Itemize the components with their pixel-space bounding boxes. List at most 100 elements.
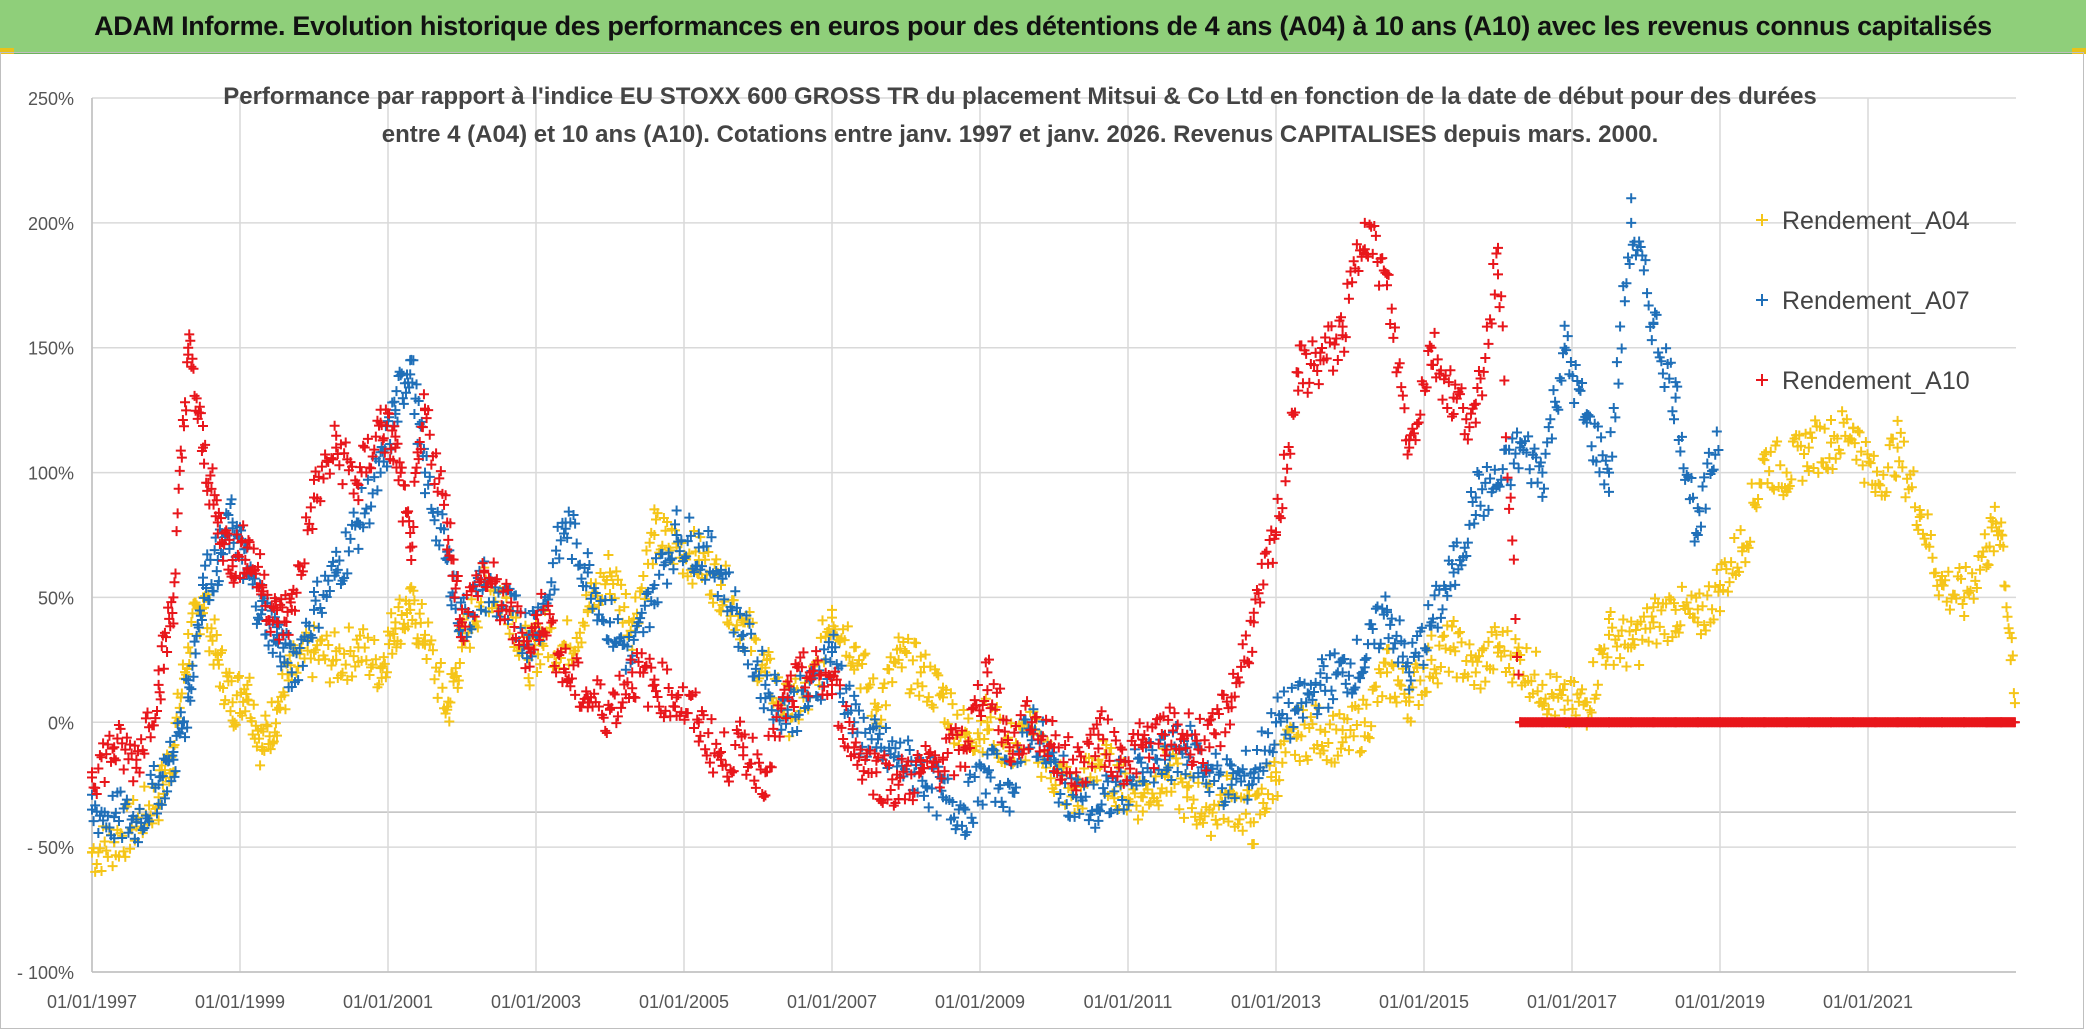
data-point — [1745, 536, 1756, 547]
data-point — [674, 546, 685, 557]
data-point — [1359, 244, 1370, 255]
data-point — [1473, 651, 1484, 662]
data-point — [630, 592, 641, 603]
data-point — [638, 667, 649, 678]
data-point — [307, 523, 318, 534]
data-point — [109, 812, 120, 823]
data-point — [367, 451, 378, 462]
data-point — [187, 660, 198, 671]
data-point — [180, 397, 191, 408]
data-point — [1201, 765, 1212, 776]
data-point — [1604, 467, 1614, 478]
data-point — [1715, 717, 1725, 728]
data-point — [1426, 654, 1437, 665]
data-point — [1975, 564, 1986, 575]
data-point — [860, 648, 871, 659]
data-point — [795, 652, 806, 663]
data-point — [1531, 452, 1542, 463]
data-point — [144, 816, 155, 827]
data-point — [1577, 378, 1588, 389]
data-point — [562, 675, 573, 686]
x-tick-label: 01/01/2013 — [1231, 992, 1321, 1012]
data-point — [974, 705, 985, 716]
data-point — [1442, 590, 1453, 601]
data-point — [183, 642, 194, 653]
data-point — [1870, 717, 1881, 728]
data-point — [1870, 480, 1881, 491]
data-point — [477, 558, 488, 569]
data-point — [644, 537, 655, 548]
data-point — [839, 635, 850, 646]
data-point — [738, 629, 749, 640]
data-point — [1079, 757, 1090, 768]
data-point — [1911, 519, 1922, 530]
data-point — [1136, 757, 1147, 768]
data-point — [570, 689, 581, 700]
x-tick-label: 01/01/2019 — [1675, 992, 1765, 1012]
data-point — [408, 585, 419, 596]
data-point — [272, 617, 282, 628]
data-point — [1917, 528, 1928, 539]
data-point — [1499, 645, 1510, 656]
data-point — [827, 689, 837, 700]
data-point — [170, 568, 181, 579]
data-point — [622, 641, 633, 652]
data-point — [538, 604, 549, 615]
data-point — [1167, 725, 1178, 736]
data-point — [450, 663, 461, 674]
data-point — [1478, 510, 1489, 521]
data-point — [1884, 440, 1895, 451]
data-point — [1592, 679, 1603, 690]
data-point — [1209, 728, 1220, 739]
data-point — [225, 498, 236, 509]
data-point — [272, 730, 282, 741]
data-point — [345, 646, 356, 657]
data-point — [1264, 534, 1275, 545]
data-point — [132, 746, 143, 757]
data-point — [544, 589, 555, 600]
data-point — [800, 682, 811, 693]
data-point — [118, 803, 129, 814]
data-point — [471, 616, 482, 627]
data-point — [136, 734, 147, 745]
data-point — [1256, 783, 1267, 794]
data-point — [1226, 779, 1237, 790]
data-point — [198, 420, 208, 431]
data-point — [909, 787, 920, 798]
data-point — [434, 473, 445, 484]
data-point — [619, 602, 630, 613]
data-point — [204, 646, 215, 657]
data-point — [1559, 342, 1570, 353]
data-point — [195, 408, 206, 419]
x-tick-label: 01/01/2009 — [935, 992, 1025, 1012]
data-point — [871, 742, 882, 753]
data-point — [1908, 466, 1919, 477]
data-point — [1329, 648, 1340, 659]
data-point — [701, 750, 712, 761]
data-point — [1370, 681, 1381, 692]
data-point — [145, 732, 156, 743]
data-point — [1090, 822, 1101, 833]
data-point — [1475, 683, 1486, 694]
data-point — [1404, 684, 1415, 695]
data-point — [250, 601, 261, 612]
data-point — [1229, 793, 1240, 804]
data-point — [750, 782, 761, 793]
data-point — [1166, 786, 1177, 797]
data-point — [1074, 746, 1085, 757]
data-point — [741, 769, 752, 780]
data-point — [1657, 368, 1668, 379]
data-point — [673, 690, 684, 701]
data-point — [1914, 717, 1925, 728]
data-point — [1210, 729, 1221, 740]
data-point — [1293, 704, 1304, 715]
data-point — [159, 765, 170, 776]
data-point — [757, 645, 768, 656]
legend-label: Rendement_A04 — [1782, 207, 1970, 235]
data-point — [222, 528, 233, 539]
data-point — [968, 817, 979, 828]
data-point — [1336, 312, 1347, 323]
data-point — [252, 561, 263, 572]
data-point — [947, 699, 958, 710]
data-point — [1458, 402, 1469, 413]
